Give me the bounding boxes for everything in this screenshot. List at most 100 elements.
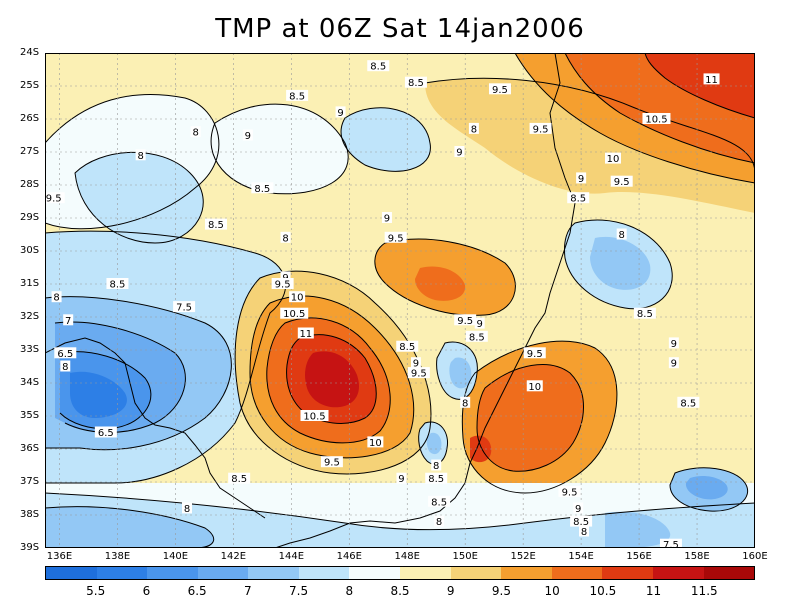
hot-peak-central [305, 351, 360, 408]
contour-label: 8 [460, 396, 471, 409]
colorbar-label: 10.5 [589, 584, 617, 598]
contour-label-text: 9.5 [46, 194, 62, 205]
contour-label-text: 7.5 [663, 540, 679, 548]
latitude-label: 24S [20, 47, 40, 58]
latitude-label: 31S [20, 278, 40, 289]
contour-label-text: 8.5 [208, 220, 224, 231]
contour-label-bg [576, 172, 587, 184]
contour-label: 9 [396, 472, 407, 485]
contour-label-bg [54, 347, 77, 359]
cool-pocket-south-east-3 [605, 511, 671, 548]
contour-label-bg [668, 337, 679, 349]
contour-label: 8.5 [286, 89, 309, 102]
cool-pocket-northcentral [211, 104, 349, 194]
latitude-label: 39S [20, 542, 40, 553]
colorbar-label: 7.5 [289, 584, 309, 598]
contour-label-text: 9.5 [562, 487, 578, 498]
contour-label: 8.5 [677, 396, 700, 409]
contour-label: 8.5 [251, 182, 274, 195]
contour-label-bg [610, 175, 633, 187]
contour-label-bg [434, 515, 445, 527]
contour-label-bg [454, 314, 477, 326]
contour-label-text: 8 [471, 124, 477, 135]
contour-label-bg [271, 278, 294, 289]
contour-label-bg [135, 149, 146, 161]
contour-label-text: 9.5 [411, 369, 427, 380]
contour-label-bg [280, 307, 309, 319]
contour-label-text: 9 [456, 148, 462, 159]
contour-label-text: 10.5 [283, 309, 305, 320]
contour-label: 8.5 [396, 340, 419, 353]
contour-label-bg [280, 271, 291, 283]
colorbar-swatch [400, 567, 451, 579]
contour-label-bg [60, 360, 71, 372]
contour-label: 8.5 [428, 495, 451, 508]
latitude-label: 30S [20, 245, 40, 256]
contour-label: 9.5 [454, 314, 477, 327]
contour-label-bg [173, 301, 196, 313]
contour-label-bg [94, 426, 117, 438]
colorbar-swatch [652, 567, 704, 579]
contour-label-bg [381, 212, 392, 223]
contour-label-text: 6.5 [57, 349, 73, 360]
latitude-label: 32S [20, 311, 40, 322]
contour-label-bg [407, 367, 430, 379]
contour-label: 8 [51, 291, 62, 304]
contour-label-bg [190, 126, 201, 138]
contour-label-bg [204, 218, 227, 230]
colorbar [45, 566, 755, 580]
cool-region-north [75, 152, 204, 243]
contour-label-text: 9.5 [324, 458, 340, 469]
contour-label-text: 8.5 [431, 497, 447, 508]
contour-label: 9.5 [384, 231, 407, 244]
longitude-label: 146E [336, 551, 362, 562]
contour-label: 10 [367, 436, 384, 449]
contour-label-bg [297, 327, 314, 339]
contour-label-bg [396, 340, 419, 352]
hot-core-north-east [645, 53, 755, 118]
contour-label-text: 10.5 [645, 115, 667, 126]
contour-label-bg [228, 472, 251, 484]
contour-label-text: 8.5 [370, 62, 386, 73]
contour-label: 8 [431, 459, 442, 472]
cool-core-south-central [449, 357, 472, 389]
contour-label-bg [45, 192, 65, 204]
contour-label-bg [488, 83, 511, 95]
map-border [45, 53, 755, 548]
contour-label-bg [431, 459, 442, 471]
contour-lines [45, 53, 755, 548]
contour-label: 9.5 [610, 175, 633, 188]
contour-label: 8 [434, 515, 445, 528]
contour-label: 9 [454, 146, 465, 159]
colorbar-label: 11.5 [690, 584, 718, 598]
colorbar-label: 9.5 [491, 584, 511, 598]
contour-label-text: 8.5 [428, 474, 444, 485]
contour-label-text: 8 [184, 504, 190, 515]
contour-label-text: 8.5 [109, 280, 125, 291]
contour-label: 9.5 [407, 367, 430, 380]
latitude-label: 35S [20, 410, 40, 421]
colorbar-swatch [147, 567, 198, 579]
contour-label-bg [633, 307, 656, 319]
contour-label-bg [425, 472, 448, 484]
contour-label-text: 8 [137, 151, 143, 162]
contour-label-bg [465, 330, 488, 342]
contour-label: 10 [605, 152, 621, 165]
contour-label-text: 8.5 [254, 184, 270, 195]
contour-label: 8.5 [404, 76, 427, 89]
contour-label-text: 9.5 [614, 177, 630, 188]
contour-label: 8 [616, 228, 627, 241]
contour-label-bg [251, 182, 274, 194]
contour-label-text: 9.5 [533, 124, 549, 135]
contour-label: 8 [468, 122, 479, 135]
contour-label-text: 8 [436, 517, 442, 528]
contour-label-bg [567, 192, 590, 204]
contour-label-text: 10 [291, 293, 304, 304]
longitude-label: 148E [394, 551, 420, 562]
contour-label: 9 [573, 502, 584, 515]
contour-label-text: 8.5 [399, 342, 415, 353]
contour-label-bg [280, 231, 291, 243]
contour-label: 7 [63, 314, 74, 327]
contour-label-bg [63, 314, 74, 326]
contour-label-text: 11 [705, 75, 718, 86]
